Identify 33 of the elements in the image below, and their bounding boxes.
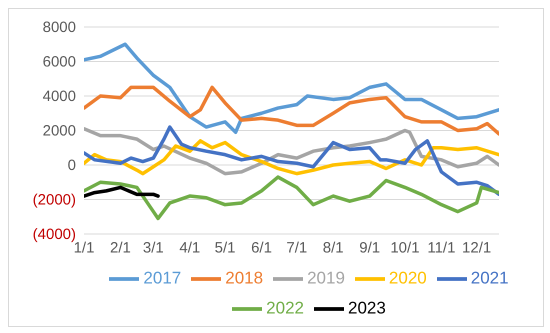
- x-tick-label: 4/1: [179, 240, 200, 257]
- x-tick-label: 7/1: [286, 240, 308, 257]
- line-series: [84, 139, 499, 176]
- x-tick-label: 12/1: [462, 240, 492, 257]
- x-tick-label: 10/1: [390, 240, 420, 257]
- x-tick-label: 6/1: [251, 240, 272, 257]
- line-series: [84, 125, 499, 196]
- legend-label: 2021: [470, 268, 509, 288]
- y-tick-label: 2000: [42, 122, 76, 140]
- y-tick-label: 6000: [42, 54, 76, 70]
- line-series: [84, 86, 499, 136]
- x-tick-label: 8/1: [322, 240, 344, 257]
- legend-label: 2023: [348, 298, 386, 318]
- line-series: [84, 42, 499, 134]
- line-series: [84, 127, 499, 176]
- legend-label: 2022: [266, 298, 304, 318]
- x-tick-label: 9/1: [359, 240, 380, 257]
- x-tick-label: 1/1: [74, 240, 94, 257]
- y-tick-label: 4000: [42, 88, 76, 105]
- x-tick-label: 3/1: [142, 240, 164, 257]
- legend-label: 2017: [143, 268, 182, 288]
- y-tick-label: (4000): [32, 226, 76, 243]
- line-series: [84, 175, 499, 220]
- legend-label: 2019: [307, 268, 345, 288]
- y-tick-label: 0: [68, 157, 76, 174]
- x-tick-label: 2/1: [110, 240, 131, 257]
- x-tick-label: 5/1: [214, 240, 236, 257]
- legend-label: 2020: [388, 268, 427, 288]
- y-tick-label: 8000: [42, 19, 76, 36]
- line-series: [84, 186, 160, 198]
- legend-label: 2018: [225, 268, 264, 288]
- y-tick-label: (2000): [32, 192, 76, 208]
- x-tick-label: 11/1: [427, 240, 456, 257]
